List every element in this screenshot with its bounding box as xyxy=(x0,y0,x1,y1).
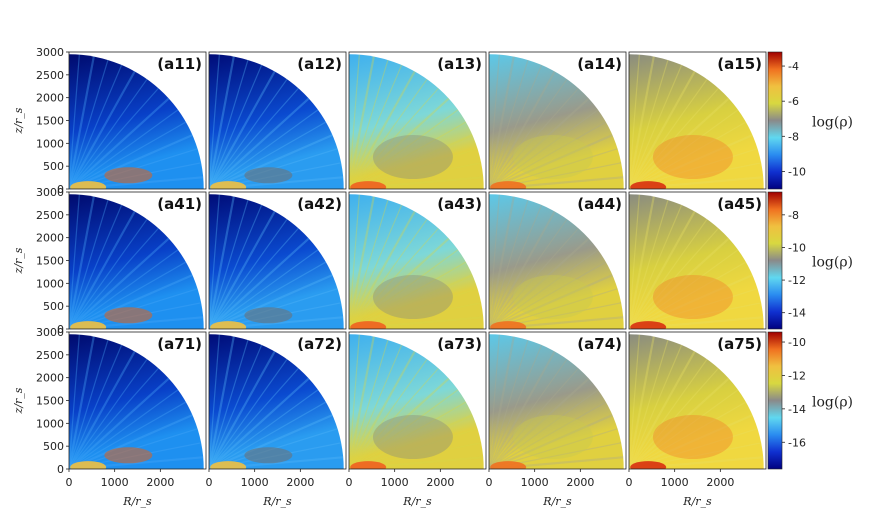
x-tick-label: 0 xyxy=(346,476,353,489)
x-axis-label: R/r_s xyxy=(542,495,572,508)
x-tick-label: 2000 xyxy=(286,476,314,489)
x-tick-label: 1000 xyxy=(381,476,409,489)
x-tick-label: 2000 xyxy=(706,476,734,489)
panel-label: (a43) xyxy=(437,195,482,213)
y-tick-label: 1000 xyxy=(36,137,64,150)
y-tick-label: 1500 xyxy=(36,395,64,408)
x-axis-label: R/r_s xyxy=(262,495,292,508)
panel-label: (a45) xyxy=(717,195,762,213)
colorbar-row-3: -10 -12 -14 -16 log(ρ) xyxy=(767,331,853,470)
colorbar-tick-label: -14 xyxy=(788,307,806,320)
panel-3-2: (a72) xyxy=(208,331,347,470)
panel-label: (a41) xyxy=(157,195,202,213)
panel-label: (a15) xyxy=(717,55,762,73)
panel-label: (a75) xyxy=(717,335,762,353)
y-axis-label: z/r_s xyxy=(12,387,25,414)
panel-grid: (a11) (a12) (a13) (a14) (a15) (a41) (a42) (a43)… xyxy=(68,51,767,470)
y-tick-label: 2000 xyxy=(36,372,64,385)
x-tick-label: 1000 xyxy=(101,476,129,489)
y-tick-label: 1000 xyxy=(36,417,64,430)
panel-label: (a11) xyxy=(157,55,202,73)
colorbar-tick-label: -14 xyxy=(788,403,806,416)
colorbar-tick-label: -12 xyxy=(788,274,806,287)
colorbar-tick-label: -8 xyxy=(788,130,799,143)
colorbar-tick-label: -10 xyxy=(788,165,806,178)
colorbar-tick-label: -10 xyxy=(788,241,806,254)
x-tick-label: 0 xyxy=(626,476,633,489)
x-axis-label: R/r_s xyxy=(402,495,432,508)
y-axis-label: z/r_s xyxy=(12,107,25,134)
panel-label: (a73) xyxy=(437,335,482,353)
panel-1-5: (a15) xyxy=(628,51,767,190)
y-tick-label: 3000 xyxy=(36,186,64,199)
y-tick-label: 0 xyxy=(57,323,64,336)
panel-2-3: (a43) xyxy=(348,191,487,330)
colorbar-tick-label: -12 xyxy=(788,369,806,382)
colorbars: -4-6-8-10log(ρ)-8-10-12-14log(ρ)-10-12-1… xyxy=(767,51,853,470)
y-tick-label: 0 xyxy=(57,183,64,196)
x-tick-label: 2000 xyxy=(566,476,594,489)
panel-label: (a14) xyxy=(577,55,622,73)
y-tick-label: 1500 xyxy=(36,115,64,128)
y-tick-label: 2500 xyxy=(36,209,64,222)
x-tick-label: 0 xyxy=(66,476,73,489)
y-tick-label: 1500 xyxy=(36,255,64,268)
colorbar-tick-label: -10 xyxy=(788,336,806,349)
colorbar-tick-label: -4 xyxy=(788,60,799,73)
panel-1-1: (a11) xyxy=(68,51,207,190)
panel-2-4: (a44) xyxy=(488,191,627,330)
x-tick-label: 0 xyxy=(206,476,213,489)
panel-label: (a44) xyxy=(577,195,622,213)
colorbar-label: log(ρ) xyxy=(812,255,853,271)
panel-label: (a13) xyxy=(437,55,482,73)
x-tick-label: 1000 xyxy=(521,476,549,489)
panel-1-3: (a13) xyxy=(348,51,487,190)
y-tick-label: 2500 xyxy=(36,69,64,82)
panel-label: (a71) xyxy=(157,335,202,353)
y-tick-label: 2500 xyxy=(36,349,64,362)
y-tick-label: 500 xyxy=(43,160,64,173)
panel-2-1: (a41) xyxy=(68,191,207,330)
x-tick-label: 1000 xyxy=(241,476,269,489)
y-tick-label: 0 xyxy=(57,463,64,476)
colorbar-row-2: -8 -10 -12 -14 log(ρ) xyxy=(767,191,853,330)
y-tick-label: 1000 xyxy=(36,277,64,290)
panel-1-4: (a14) xyxy=(488,51,627,190)
panel-2-5: (a45) xyxy=(628,191,767,330)
x-axis-label: R/r_s xyxy=(122,495,152,508)
y-tick-label: 3000 xyxy=(36,46,64,59)
y-tick-label: 500 xyxy=(43,300,64,313)
x-tick-label: 2000 xyxy=(426,476,454,489)
panel-3-1: (a71) xyxy=(68,331,207,470)
colorbar-tick-label: -8 xyxy=(788,209,799,222)
colorbar-label: log(ρ) xyxy=(812,395,853,411)
axes: 0 500 1000 1500 2000 2500 3000 z/r_s 0 500 1000 150… xyxy=(12,46,734,508)
y-tick-label: 500 xyxy=(43,440,64,453)
x-tick-label: 0 xyxy=(486,476,493,489)
panel-label: (a12) xyxy=(297,55,342,73)
panel-label: (a74) xyxy=(577,335,622,353)
colorbar-label: log(ρ) xyxy=(812,115,853,131)
x-tick-label: 2000 xyxy=(146,476,174,489)
panel-label: (a72) xyxy=(297,335,342,353)
y-axis-label: z/r_s xyxy=(12,247,25,274)
panel-2-2: (a42) xyxy=(208,191,347,330)
y-tick-label: 3000 xyxy=(36,326,64,339)
colorbar-tick-label: -6 xyxy=(788,95,799,108)
y-tick-label: 2000 xyxy=(36,232,64,245)
panel-label: (a42) xyxy=(297,195,342,213)
y-tick-label: 2000 xyxy=(36,92,64,105)
panel-1-2: (a12) xyxy=(208,51,347,190)
colorbar-row-1: -4 -6 -8 -10 log(ρ) xyxy=(767,51,853,190)
x-tick-label: 1000 xyxy=(661,476,689,489)
x-axis-label: R/r_s xyxy=(682,495,712,508)
colorbar-tick-label: -16 xyxy=(788,436,806,449)
